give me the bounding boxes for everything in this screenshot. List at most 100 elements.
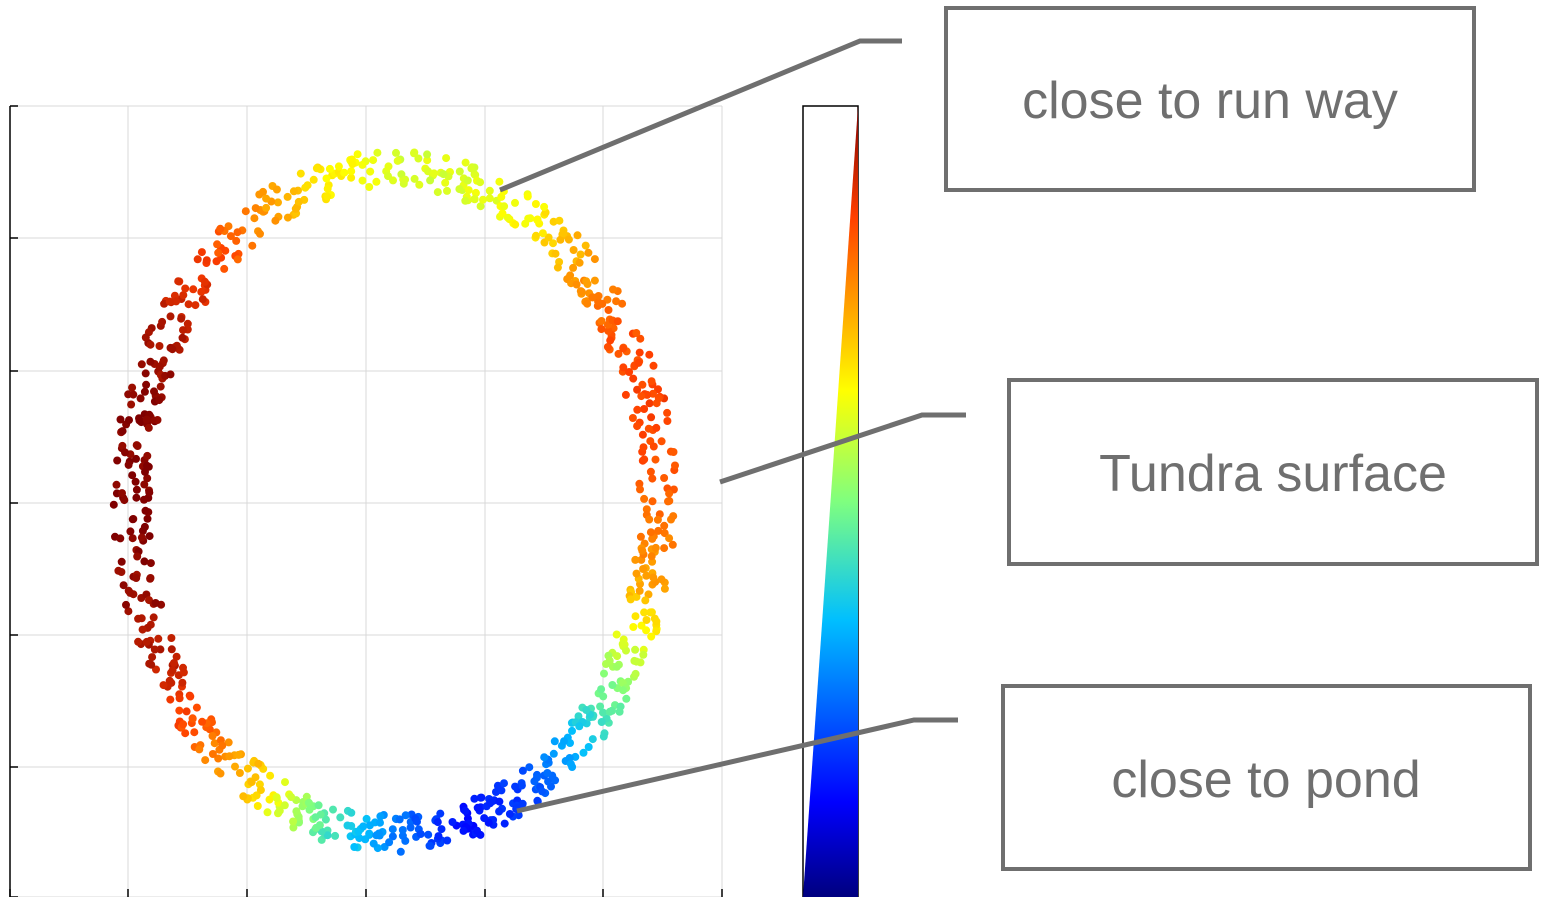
- callout-runway-line: [499, 38, 902, 193]
- scatter-point-680: [117, 568, 126, 576]
- scatter-point-491: [654, 526, 663, 535]
- scatter-point-857: [575, 722, 584, 731]
- scatter-point-32: [365, 183, 374, 191]
- scatter-point-295: [181, 729, 190, 738]
- scatter-point-835: [118, 489, 126, 498]
- scatter-point-206: [584, 248, 593, 257]
- scatter-point-581: [145, 532, 154, 541]
- scatter-point-791: [359, 822, 368, 831]
- scatter-point-192: [220, 264, 229, 273]
- scatter-point-596: [555, 216, 564, 225]
- scatter-point-879: [559, 229, 568, 238]
- scatter-point-751: [425, 841, 434, 850]
- scatter-point-368: [573, 231, 582, 240]
- scatter-point-655: [613, 652, 622, 661]
- callout-tundra-label: Tundra surface: [1099, 445, 1447, 503]
- scatter-point-155: [657, 437, 666, 446]
- scatter-point-650: [132, 493, 141, 502]
- scatter-point-804: [476, 202, 485, 211]
- scatter-point-876: [599, 692, 608, 701]
- callout-tundra-box: [1007, 378, 1539, 566]
- scatter-point-35: [581, 241, 590, 250]
- scatter-point-834: [140, 387, 149, 396]
- scatter-point-658: [518, 799, 527, 808]
- scatter-point-692: [325, 164, 334, 173]
- scatter-point-428: [660, 521, 669, 530]
- scatter-point-539: [354, 827, 363, 836]
- scatter-point-617: [575, 258, 584, 267]
- scatter-point-189: [122, 600, 130, 609]
- plot-axes: [9, 105, 723, 897]
- scatter-point-465: [296, 169, 305, 178]
- scatter-point-28: [574, 712, 583, 721]
- scatter-point-514: [640, 455, 649, 464]
- scatter-point-892: [479, 195, 487, 204]
- scatter-point-798: [255, 190, 264, 199]
- scatter-point-736: [154, 634, 163, 643]
- scatter-point-277: [645, 515, 654, 524]
- scatter-point-790: [495, 807, 504, 816]
- scatter-point-765: [426, 176, 435, 185]
- scatter-point-687: [141, 333, 150, 342]
- scatter-point-242: [136, 394, 145, 403]
- scatter-point-764: [597, 317, 606, 325]
- scatter-point-822: [646, 528, 655, 537]
- callout-runway-label: close to run way: [1022, 72, 1398, 130]
- scatter-point-305: [149, 613, 158, 622]
- scatter-point-645: [195, 745, 204, 754]
- scatter-point-755: [172, 652, 181, 661]
- scatter-point-110: [638, 430, 647, 439]
- scatter-point-641: [647, 413, 656, 422]
- scatter-point-517: [531, 200, 540, 208]
- scatter-point-187: [406, 823, 415, 832]
- scatter-point-707: [463, 176, 472, 185]
- scatter-point-22: [642, 505, 651, 514]
- scatter-point-111: [392, 148, 400, 157]
- scatter-point-477: [120, 496, 129, 505]
- scatter-point-113: [579, 748, 588, 757]
- scatter-point-814: [597, 325, 606, 334]
- scatter-point-631: [361, 835, 370, 844]
- scatter-point-613: [156, 382, 165, 391]
- scatter-point-240: [631, 669, 640, 678]
- scatter-point-498: [140, 480, 149, 489]
- scatter-point-684: [480, 814, 489, 823]
- scatter-point-739: [198, 717, 207, 726]
- scatter-point-859: [584, 743, 593, 751]
- scatter-point-726: [353, 150, 362, 159]
- scatter-point-282: [248, 241, 257, 250]
- scatter-point-554: [140, 522, 149, 531]
- scatter-point-715: [118, 427, 127, 436]
- scatter-point-771: [625, 368, 634, 376]
- scatter-point-214: [131, 477, 140, 486]
- scatter-point-257: [455, 167, 464, 176]
- scatter-point-141: [365, 829, 374, 838]
- scatter-point-131: [612, 297, 621, 306]
- scatter-point-547: [155, 362, 164, 371]
- scatter-point-411: [549, 239, 557, 248]
- scatter-point-781: [118, 441, 127, 450]
- scatter-point-712: [649, 442, 658, 451]
- scatter-point-896: [311, 813, 320, 822]
- scatter-point-767: [291, 204, 300, 213]
- scatter-point-291: [140, 495, 148, 504]
- scatter-point-893: [247, 778, 256, 787]
- scatter-point-144: [210, 739, 219, 748]
- scatter-point-673: [186, 692, 195, 701]
- scatter-point-69: [141, 369, 150, 378]
- scatter-point-319: [461, 158, 470, 167]
- scatter-point-832: [168, 345, 177, 354]
- scatter-point-105: [232, 236, 241, 245]
- scatter-point-779: [305, 805, 314, 814]
- scatter-point-152: [146, 357, 155, 366]
- scatter-point-153: [116, 415, 125, 424]
- scatter-point-868: [200, 277, 209, 286]
- scatter-point-350: [132, 454, 140, 463]
- scatter-point-884: [635, 586, 644, 595]
- scatter-point-322: [145, 488, 154, 497]
- scatter-point-246: [606, 336, 615, 345]
- scatter-point-711: [312, 164, 321, 173]
- scatter-point-623: [416, 830, 425, 838]
- scatter-point-634: [172, 297, 181, 306]
